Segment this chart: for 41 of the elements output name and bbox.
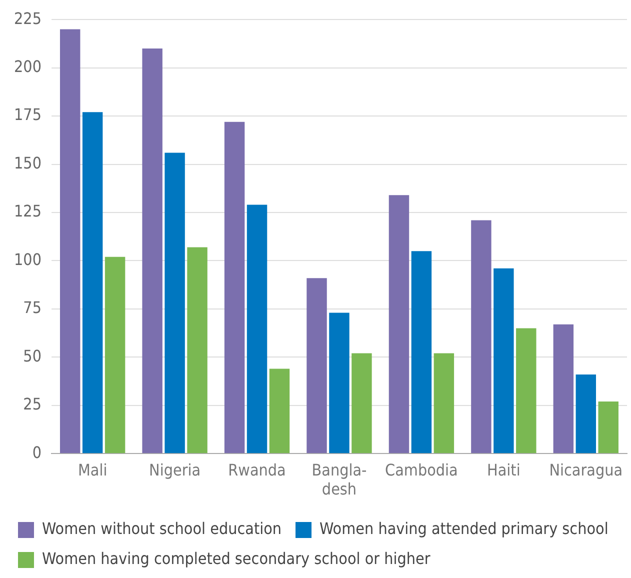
y-tick-label: 125 (14, 202, 42, 221)
bar (494, 268, 514, 454)
bar (598, 402, 618, 454)
bar (352, 353, 372, 454)
bar (388, 195, 410, 454)
bar (434, 353, 454, 454)
bar (246, 204, 268, 454)
y-tick-label: 225 (14, 8, 42, 28)
x-tick-label: Rwanda (228, 460, 286, 480)
bar (60, 29, 80, 454)
x-tick-label: Bangla- desh (312, 460, 367, 499)
bar (164, 152, 185, 454)
bar (104, 256, 126, 454)
legend-label: Women having attended primary school (320, 519, 608, 538)
y-tick-label: 200 (14, 56, 42, 76)
x-tick-label: Mali (78, 460, 108, 480)
y-tick-label: 25 (23, 394, 42, 414)
bar (553, 324, 574, 454)
bar (329, 312, 350, 454)
bar (516, 328, 536, 454)
bar (82, 112, 103, 454)
y-tick-label: 75 (23, 298, 42, 318)
y-tick-label: 150 (14, 153, 42, 172)
y-tick-label: 50 (23, 346, 42, 366)
bar (224, 122, 245, 454)
legend-label: Women without school education (42, 519, 282, 538)
y-tick-label: 175 (14, 105, 42, 124)
y-tick-label: 0 (32, 442, 42, 462)
y-tick-label: 100 (14, 250, 42, 269)
bar (306, 278, 327, 454)
x-tick-label: Nigeria (149, 460, 201, 480)
bar (411, 251, 432, 454)
legend-label: Women having completed secondary school or higher (42, 549, 430, 568)
bar (187, 247, 208, 454)
x-tick-label: Nicaragua (549, 460, 623, 480)
bar (269, 368, 290, 454)
x-tick-label: Cambodia (385, 460, 458, 480)
bar (471, 220, 492, 454)
x-tick-label: Haiti (487, 460, 520, 480)
bar (576, 374, 596, 454)
bar (142, 48, 162, 454)
